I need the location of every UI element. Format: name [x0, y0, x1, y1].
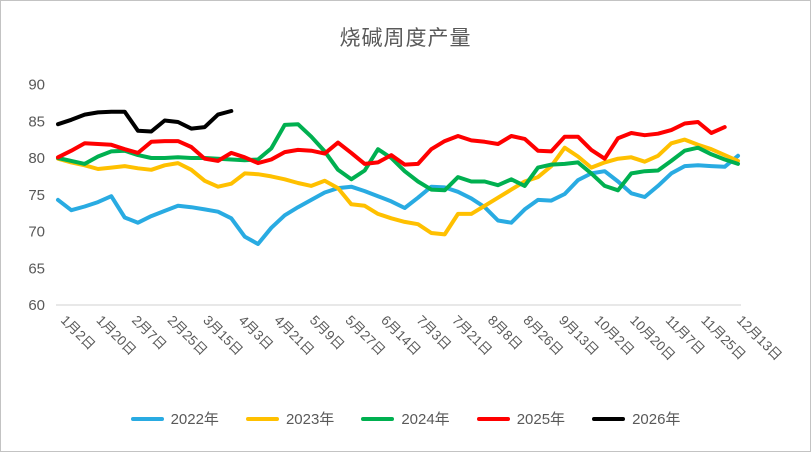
series-line-2022年 — [56, 153, 740, 246]
legend-item-2026年: 2026年 — [592, 408, 680, 429]
legend-swatch-2025年 — [476, 416, 510, 421]
series-line-2023年 — [56, 137, 740, 237]
legend-item-2025年: 2025年 — [476, 408, 566, 429]
y-axis-tick-label: 75 — [28, 187, 45, 204]
y-axis-tick-label: 70 — [28, 224, 45, 241]
y-axis-tick-label: 90 — [28, 77, 45, 94]
legend-swatch-2022年 — [130, 416, 164, 421]
legend-label: 2025年 — [516, 411, 566, 428]
legend-item-2022年: 2022年 — [130, 408, 219, 429]
series-line-2024年 — [56, 122, 740, 193]
x-axis-tick-label: 1月2日 — [58, 313, 98, 353]
legend-item-2024年: 2024年 — [361, 408, 450, 429]
y-axis-tick-label: 80 — [28, 150, 45, 167]
y-axis-tick-label: 65 — [28, 260, 45, 277]
legend-swatch-2024年 — [361, 416, 395, 421]
legend-label: 2024年 — [401, 411, 450, 428]
legend-label: 2022年 — [170, 411, 219, 428]
legend-swatch-2023年 — [245, 416, 279, 421]
legend-swatch-2026年 — [592, 416, 626, 421]
y-axis-tick-label: 85 — [28, 113, 45, 130]
legend-item-2023年: 2023年 — [245, 408, 335, 429]
chart-title: 烧碱周度产量 — [339, 27, 472, 50]
chart-legend: 2022年 2023年 2024年 2025年 2026年 — [1, 408, 810, 429]
y-axis-tick-label: 60 — [28, 297, 45, 314]
series-line-2026年 — [56, 109, 234, 134]
legend-label: 2023年 — [285, 411, 335, 428]
series-line-2025年 — [56, 120, 727, 167]
legend-label: 2026年 — [632, 411, 681, 428]
